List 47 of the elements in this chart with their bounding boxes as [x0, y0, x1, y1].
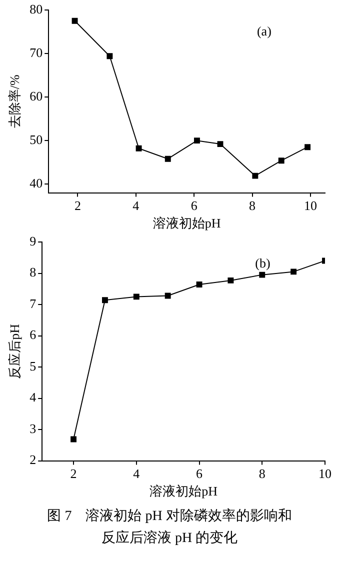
annotation: (b) — [255, 255, 270, 270]
point — [304, 144, 311, 150]
y-axis-title: 反应后pH — [7, 324, 22, 379]
x-tick-label: 4 — [133, 466, 140, 482]
x-tick-label: 2 — [70, 466, 77, 482]
point — [102, 297, 108, 304]
y-tick-label: 3 — [30, 420, 36, 436]
x-tick-label: 8 — [249, 198, 256, 214]
y-tick-label: 2 — [30, 452, 36, 468]
point — [259, 272, 266, 278]
x-tick-label: 4 — [132, 198, 140, 214]
y-tick-label: 4 — [30, 390, 37, 405]
y-tick-label: 9 — [30, 233, 36, 248]
y-tick-label: 8 — [30, 264, 36, 280]
y-tick-label: 50 — [30, 132, 43, 147]
point — [106, 53, 113, 60]
x-tick-label: 10 — [318, 466, 332, 482]
y-tick-label: 6 — [30, 327, 37, 342]
x-axis-title: 溶液初始pH — [150, 484, 218, 499]
point — [133, 294, 140, 300]
annotation: (a) — [256, 23, 272, 38]
x-tick-label: 8 — [258, 466, 266, 482]
point — [252, 172, 258, 179]
point — [196, 282, 202, 288]
y-tick-label: 7 — [30, 296, 37, 311]
point — [290, 268, 297, 275]
point — [278, 158, 284, 164]
point — [228, 277, 234, 284]
x-tick-label: 6 — [196, 466, 204, 482]
x-tick-label: 6 — [190, 198, 198, 214]
y-tick-label: 40 — [30, 176, 43, 191]
point — [136, 145, 142, 152]
x-tick-label: 10 — [304, 198, 317, 214]
y-tick-label: 60 — [30, 88, 43, 104]
point — [70, 436, 77, 442]
point — [164, 292, 171, 299]
y-tick-label: 80 — [30, 1, 43, 16]
point — [217, 141, 224, 148]
y-tick-label: 70 — [30, 44, 43, 60]
point — [72, 18, 78, 24]
caption: 图 7 溶液初始 pH 对除磷效率的影响和反应后溶液 pH 的变化 — [46, 507, 293, 548]
x-tick-label: 2 — [74, 198, 81, 214]
y-tick-label: 5 — [30, 358, 36, 374]
x-axis-title: 溶液初始pH — [152, 216, 221, 231]
point — [164, 156, 171, 162]
point — [194, 138, 200, 144]
y-axis-title: 去除率/% — [7, 74, 22, 128]
